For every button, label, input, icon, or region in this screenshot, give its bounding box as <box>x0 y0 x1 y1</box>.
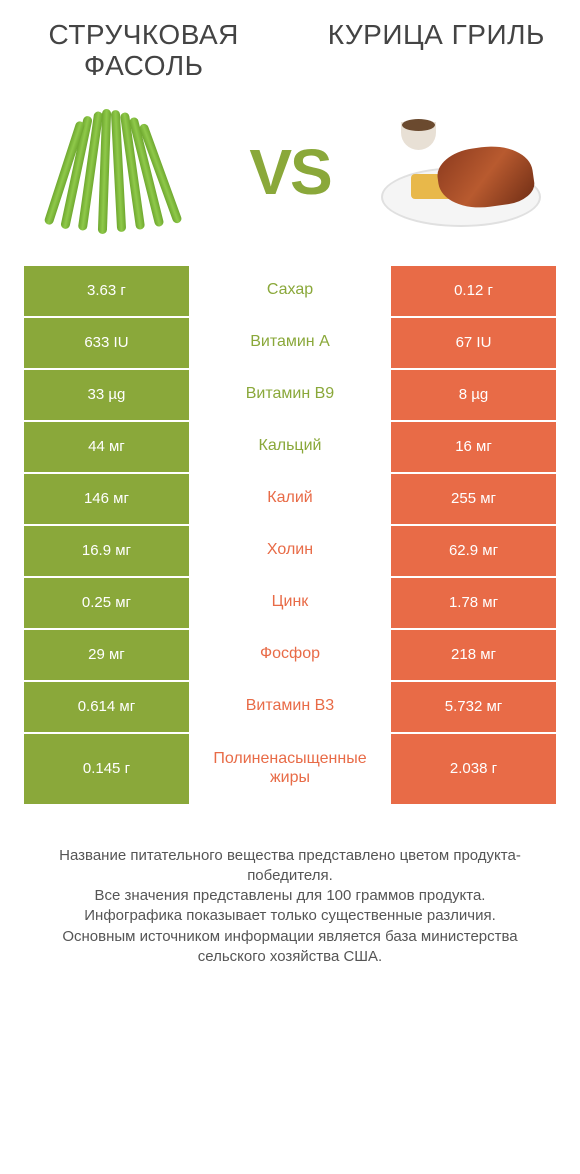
left-value: 0.614 мг <box>24 682 189 732</box>
nutrient-label: Сахар <box>189 266 391 316</box>
nutrient-label: Витамин A <box>189 318 391 368</box>
titles-row: СТРУЧКОВАЯ ФАСОЛЬ КУРИЦА ГРИЛЬ <box>24 20 556 82</box>
nutrient-label: Холин <box>189 526 391 576</box>
right-value: 16 мг <box>391 422 556 472</box>
left-value: 146 мг <box>24 474 189 524</box>
nutrient-row: 633 IUВитамин A67 IU <box>24 318 556 370</box>
left-value: 3.63 г <box>24 266 189 316</box>
nutrient-row: 0.614 мгВитамин B35.732 мг <box>24 682 556 734</box>
grilled-chicken-icon <box>381 117 541 227</box>
vs-label: VS <box>249 135 330 209</box>
green-beans-icon <box>44 107 194 237</box>
footnote-text: Название питательного вещества представл… <box>24 846 556 988</box>
nutrient-table: 3.63 гСахар0.12 г633 IUВитамин A67 IU33 … <box>24 266 556 806</box>
left-value: 0.145 г <box>24 734 189 804</box>
nutrient-row: 0.25 мгЦинк1.78 мг <box>24 578 556 630</box>
right-value: 67 IU <box>391 318 556 368</box>
right-value: 0.12 г <box>391 266 556 316</box>
nutrient-label: Калий <box>189 474 391 524</box>
left-value: 633 IU <box>24 318 189 368</box>
right-product-image <box>376 102 546 242</box>
nutrient-row: 33 µgВитамин B98 µg <box>24 370 556 422</box>
nutrient-row: 146 мгКалий255 мг <box>24 474 556 526</box>
left-value: 44 мг <box>24 422 189 472</box>
comparison-infographic: СТРУЧКОВАЯ ФАСОЛЬ КУРИЦА ГРИЛЬ VS <box>0 0 580 987</box>
nutrient-row: 0.145 гПолиненасыщенные жиры2.038 г <box>24 734 556 806</box>
nutrient-row: 3.63 гСахар0.12 г <box>24 266 556 318</box>
nutrient-row: 29 мгФосфор218 мг <box>24 630 556 682</box>
nutrient-label: Витамин B9 <box>189 370 391 420</box>
right-value: 2.038 г <box>391 734 556 804</box>
nutrient-row: 44 мгКальций16 мг <box>24 422 556 474</box>
left-value: 33 µg <box>24 370 189 420</box>
nutrient-label: Фосфор <box>189 630 391 680</box>
nutrient-row: 16.9 мгХолин62.9 мг <box>24 526 556 578</box>
left-product-title: СТРУЧКОВАЯ ФАСОЛЬ <box>24 20 263 82</box>
right-value: 5.732 мг <box>391 682 556 732</box>
right-value: 1.78 мг <box>391 578 556 628</box>
left-value: 29 мг <box>24 630 189 680</box>
right-product-title: КУРИЦА ГРИЛЬ <box>317 20 556 51</box>
nutrient-label: Цинк <box>189 578 391 628</box>
left-product-image <box>34 102 204 242</box>
left-value: 16.9 мг <box>24 526 189 576</box>
nutrient-label: Полиненасыщенные жиры <box>189 734 391 804</box>
images-row: VS <box>24 102 556 242</box>
right-value: 8 µg <box>391 370 556 420</box>
right-value: 218 мг <box>391 630 556 680</box>
nutrient-label: Кальций <box>189 422 391 472</box>
right-value: 255 мг <box>391 474 556 524</box>
left-value: 0.25 мг <box>24 578 189 628</box>
nutrient-label: Витамин B3 <box>189 682 391 732</box>
right-value: 62.9 мг <box>391 526 556 576</box>
